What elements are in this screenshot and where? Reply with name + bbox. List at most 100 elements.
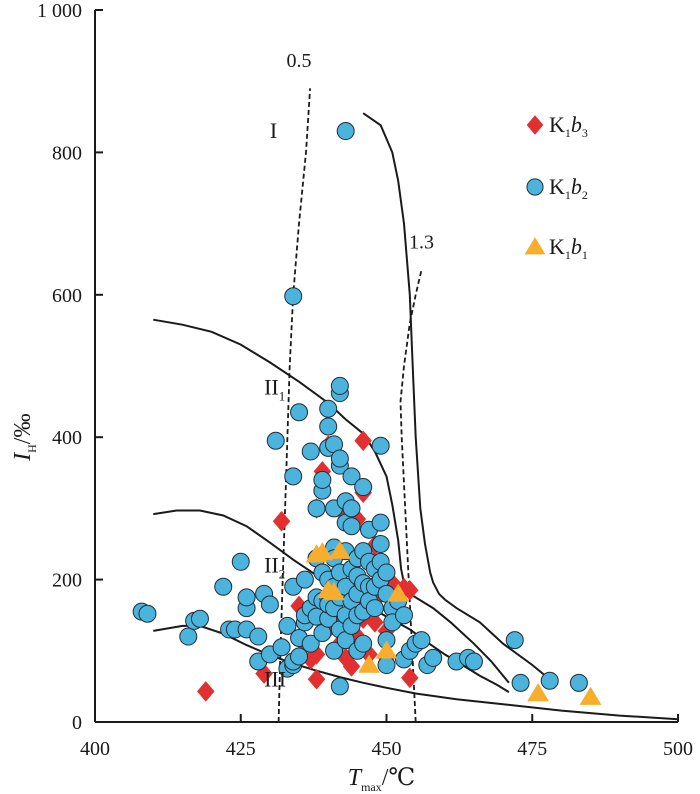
y-tick-label: 200 <box>52 570 82 592</box>
circle-point-k1b2 <box>307 499 326 518</box>
series-k1b1 <box>305 540 602 705</box>
circle-point-k1b2 <box>179 627 198 646</box>
circle-point-k1b2 <box>342 499 361 518</box>
region-label: II1 <box>264 374 285 403</box>
circle-point-k1b2 <box>272 638 291 657</box>
circle-point-k1b2 <box>354 634 373 653</box>
x-tick-label: 475 <box>517 738 547 760</box>
data-points <box>132 122 602 705</box>
diamond-point-k1b3 <box>366 611 384 633</box>
circle-point-k1b2 <box>284 467 303 486</box>
y-axis-title: IH/‰ <box>10 414 39 462</box>
ticks: 400 425 450 475 500 0 200 400 600 800 1 000 <box>37 0 693 760</box>
circle-point-k1b2 <box>313 470 332 489</box>
circle-point-k1b2 <box>284 287 303 306</box>
circle-point-k1b2 <box>138 604 157 623</box>
circle-point-k1b2 <box>371 535 390 553</box>
axis-titles: Tmax/℃ IH/‰ <box>10 414 415 794</box>
ro-line-0-5 <box>277 88 311 723</box>
circle-point-k1b2 <box>342 467 361 486</box>
legend-item-k1b2: K1b2 <box>526 174 588 202</box>
circle-point-k1b2 <box>301 634 320 653</box>
x-tick-label: 400 <box>80 738 110 760</box>
circle-point-k1b2 <box>365 599 384 618</box>
circle-point-k1b2 <box>336 122 355 141</box>
circle-point-k1b2 <box>295 570 314 589</box>
circle-point-k1b2 <box>330 449 349 468</box>
circle-point-k1b2 <box>190 609 209 628</box>
legend-item-k1b3: K1b3 <box>526 112 588 140</box>
circle-point-k1b2 <box>249 627 268 646</box>
triangle-point-k1b1 <box>323 581 345 601</box>
circle-point-k1b2 <box>394 606 413 625</box>
ro-line-label: 1.3 <box>409 232 434 254</box>
circle-point-k1b2 <box>371 436 390 455</box>
boundary-curve-ii1-ii2 <box>153 318 510 684</box>
y-tick-label: 400 <box>52 427 82 449</box>
triangle-point-k1b1 <box>328 540 351 559</box>
region-label: III <box>264 666 286 691</box>
circle-point-k1b2 <box>569 673 588 692</box>
legend-marker-diamond <box>526 115 544 135</box>
circle-point-k1b2 <box>319 399 338 418</box>
region-labels: I II1 II2 III <box>264 118 286 691</box>
triangle-point-k1b1 <box>387 583 410 602</box>
diamond-point-k1b3 <box>354 430 373 452</box>
legend-label: K1b2 <box>549 174 588 202</box>
diamond-point-k1b3 <box>342 656 361 677</box>
y-tick-label: 1 000 <box>37 0 82 22</box>
circle-point-k1b2 <box>278 616 297 635</box>
circle-point-k1b2 <box>237 588 256 607</box>
triangle-point-k1b1 <box>579 686 602 705</box>
boundary-curve-i-ii1 <box>362 112 557 688</box>
diamond-point-k1b3 <box>196 680 215 702</box>
ro-line-label: 0.5 <box>287 50 312 72</box>
triangle-point-k1b1 <box>375 640 398 659</box>
circle-point-k1b2 <box>342 517 361 536</box>
circle-point-k1b2 <box>231 552 250 571</box>
diamond-point-k1b3 <box>400 579 419 601</box>
diamond-point-k1b3 <box>400 667 419 689</box>
y-tick-label: 0 <box>72 712 82 734</box>
boundary-curve-iii-lower <box>153 624 679 721</box>
circle-point-k1b2 <box>511 673 530 692</box>
circle-point-k1b2 <box>464 652 483 671</box>
circle-point-k1b2 <box>377 656 396 675</box>
circle-point-k1b2 <box>319 417 338 436</box>
x-axis-title: Tmax/℃ <box>348 765 416 794</box>
circle-point-k1b2 <box>354 478 373 497</box>
legend-label: K1b1 <box>549 234 588 262</box>
triangle-point-k1b1 <box>527 683 550 702</box>
x-tick-label: 425 <box>226 738 256 760</box>
circle-point-k1b2 <box>330 677 349 696</box>
legend-label: K1b3 <box>549 112 588 140</box>
triangle-point-k1b1 <box>311 542 334 561</box>
triangle-point-k1b1 <box>358 654 380 673</box>
circle-point-k1b2 <box>214 577 233 596</box>
x-tick-label: 500 <box>663 738 693 760</box>
circle-point-k1b2 <box>377 563 396 582</box>
x-tick-label: 450 <box>372 738 402 760</box>
circle-point-k1b2 <box>412 631 431 650</box>
axes <box>94 10 678 723</box>
legend-item-k1b1: K1b1 <box>524 234 588 262</box>
diamond-point-k1b3 <box>272 510 291 532</box>
circle-point-k1b2 <box>540 671 559 690</box>
circle-point-k1b2 <box>371 513 390 532</box>
circle-point-k1b2 <box>290 403 309 422</box>
circle-point-k1b2 <box>266 431 285 450</box>
legend: K1b3 K1b2 K1b1 <box>524 112 588 262</box>
circle-point-k1b2 <box>330 376 349 395</box>
circle-point-k1b2 <box>325 641 344 660</box>
series-k1b2 <box>132 122 588 696</box>
circle-point-k1b2 <box>290 647 309 666</box>
y-tick-label: 600 <box>52 285 82 307</box>
legend-marker-triangle <box>524 237 546 255</box>
circle-point-k1b2 <box>301 442 320 461</box>
region-label: I <box>270 118 277 143</box>
diamond-point-k1b3 <box>307 668 326 690</box>
circle-point-k1b2 <box>424 648 443 667</box>
legend-marker-circle <box>526 178 544 196</box>
region-label: II2 <box>264 552 285 581</box>
